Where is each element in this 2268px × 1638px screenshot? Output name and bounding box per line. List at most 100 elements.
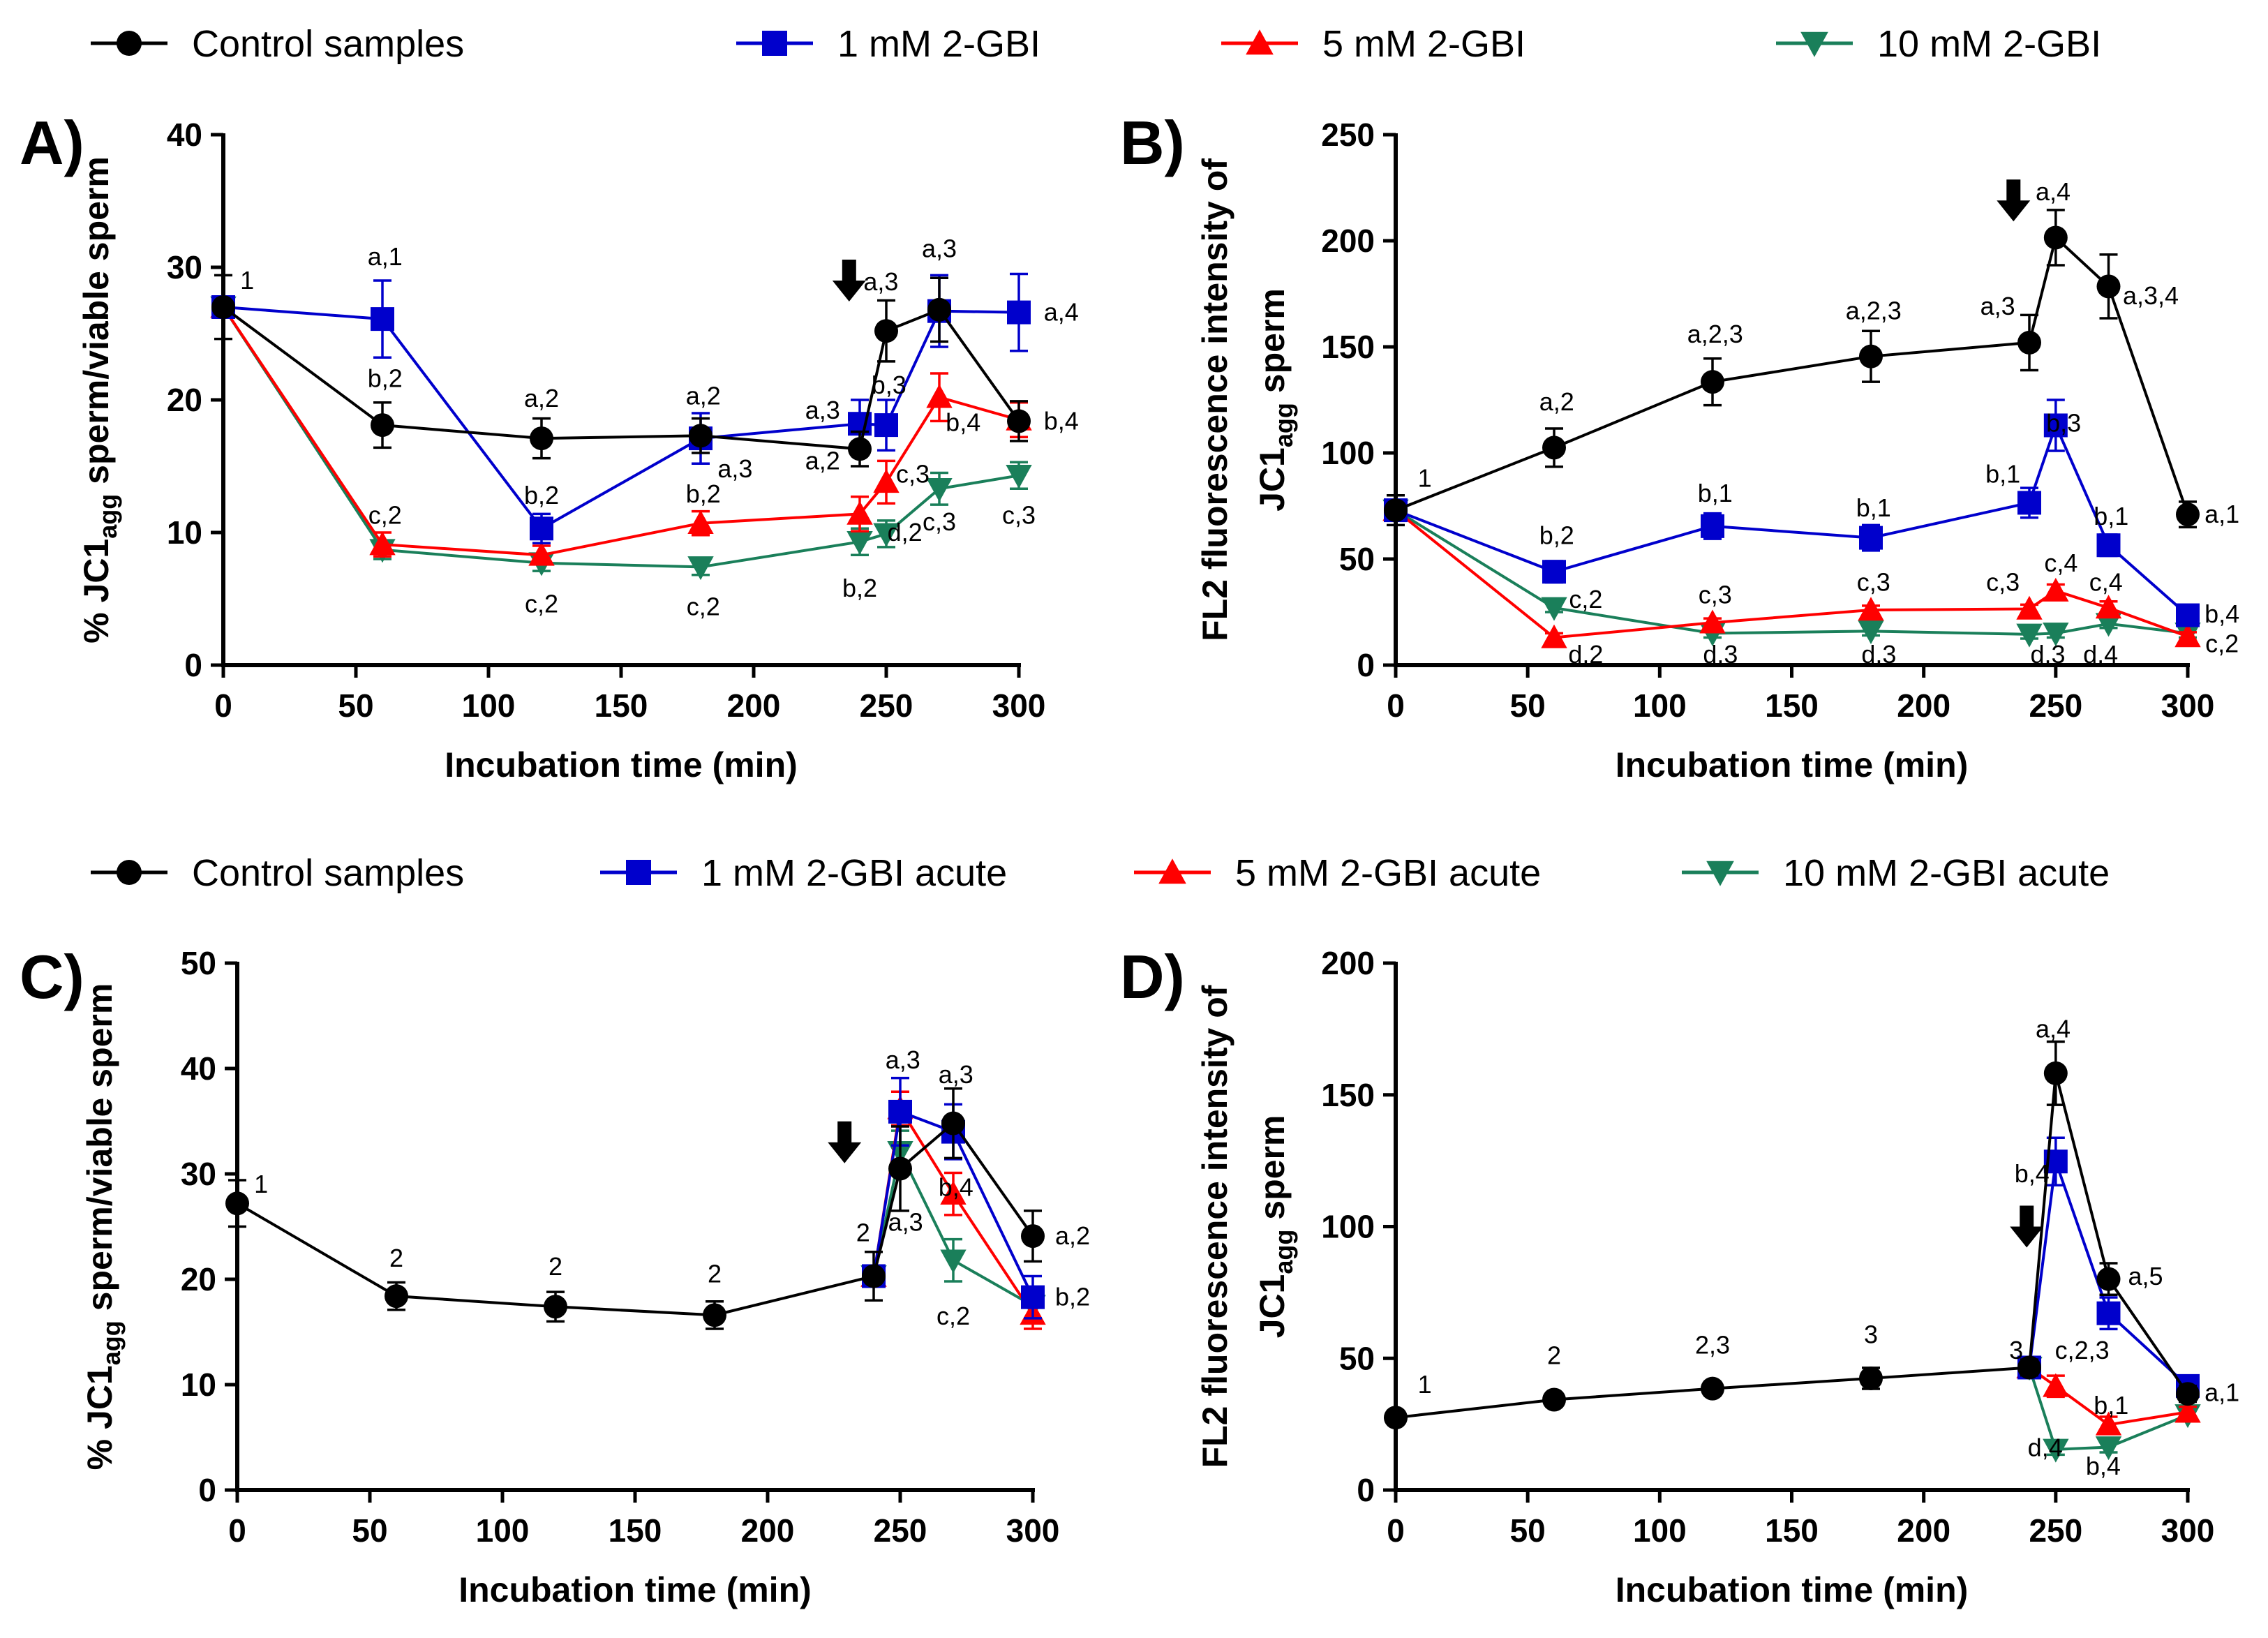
- annotation-label: c,2: [368, 500, 402, 529]
- y-axis-title: % JC1agg sperm/viable sperm: [77, 156, 122, 643]
- data-point-control: [2096, 274, 2121, 299]
- annotation-label: a,3: [939, 1060, 973, 1089]
- x-tick-label: 250: [2029, 1512, 2082, 1549]
- series-line-control: [1395, 1073, 2189, 1420]
- y-tick-label: 0: [1357, 1472, 1375, 1508]
- chart-panel-4: D) 0 50 100 150 200 250 300 0 50 100 150 200 Incubati…: [1120, 942, 2239, 1609]
- annotation-label: c,4: [2089, 567, 2123, 596]
- annotation-label: b,4: [2015, 1159, 2050, 1188]
- annotation-label: a,2: [805, 446, 840, 475]
- annotation-label: b,3: [872, 371, 907, 399]
- series-line-mid: [222, 306, 1020, 557]
- annotation-label: a,1: [368, 242, 403, 271]
- legend-label-high: 10 mM 2-GBI: [1877, 23, 2101, 65]
- data-point-high: [2043, 1438, 2069, 1463]
- annotation-label: c,3: [923, 507, 956, 536]
- y-tick-label: 10: [181, 1367, 216, 1403]
- series-mid: [2016, 1354, 2201, 1436]
- x-axis-title: Incubation time (min): [1616, 745, 1969, 784]
- data-point-control: [2176, 502, 2200, 527]
- x-tick-label: 250: [860, 687, 913, 724]
- x-tick-label: 150: [609, 1512, 662, 1549]
- series-low: [211, 272, 1031, 544]
- x-tick-label: 200: [1897, 1512, 1950, 1549]
- data-point-mid: [2174, 1399, 2201, 1423]
- chart-panel-2: B) 0 50 100 150 200 250 300 0 50 100 150 200 250 Incub…: [1120, 108, 2239, 784]
- y-tick-label: 20: [167, 382, 202, 418]
- data-point-high: [846, 531, 873, 555]
- data-point-control: [888, 1156, 912, 1181]
- x-axis-title: Incubation time (min): [445, 745, 798, 784]
- series-line-high: [1394, 509, 2188, 636]
- y-axis-title: % JC1agg sperm/viable sperm: [80, 983, 126, 1471]
- data-point-control: [927, 297, 951, 322]
- series-line-low: [1395, 421, 2189, 617]
- data-point-control: [1021, 1224, 1045, 1249]
- data-point-mid: [873, 469, 900, 493]
- y-tick-label: 50: [1339, 1340, 1375, 1376]
- series-line-control: [1395, 234, 2189, 515]
- data-point-low: [2043, 413, 2068, 438]
- data-point-mid: [2043, 1373, 2069, 1397]
- annotation-label: c,2: [2205, 630, 2239, 658]
- x-tick-label: 100: [462, 687, 516, 724]
- data-point-control: [2096, 1267, 2121, 1291]
- y-tick-label: 200: [1321, 945, 1375, 981]
- data-point-low: [2176, 603, 2200, 627]
- annotation-label: b,4: [2086, 1452, 2121, 1480]
- data-point-control: [1701, 1376, 1724, 1401]
- y-tick-label: 250: [1321, 117, 1375, 153]
- legend-marker-low: [626, 860, 651, 885]
- y-tick-label: 50: [1339, 541, 1375, 577]
- y-tick-label: 0: [1357, 647, 1375, 683]
- data-point-low: [1021, 1285, 1045, 1309]
- x-tick-label: 0: [1387, 1512, 1405, 1549]
- x-tick-label: 50: [1510, 687, 1546, 724]
- annotation-label: d,4: [2083, 640, 2118, 669]
- data-point-high: [1858, 620, 1884, 645]
- annotation-label: b,1: [1856, 493, 1891, 522]
- annotation-label: c,3: [896, 459, 930, 488]
- y-tick-label: 30: [167, 249, 202, 285]
- annotation-label: 2: [708, 1259, 722, 1288]
- panel-letter: A): [20, 108, 84, 177]
- annotation-label: c,2: [525, 590, 558, 618]
- series-mid: [1382, 497, 2201, 648]
- annotation-label: a,3: [717, 454, 752, 483]
- data-point-mid: [687, 510, 714, 534]
- x-tick-label: 300: [1006, 1512, 1060, 1549]
- annotation-label: b,1: [2094, 502, 2128, 530]
- annotation-label: d,3: [1703, 640, 1738, 669]
- data-point-high: [687, 556, 714, 581]
- data-point-high: [926, 478, 953, 502]
- data-point-low: [530, 516, 553, 541]
- y-tick-label: 150: [1321, 329, 1375, 365]
- y-tick-label: 100: [1321, 1209, 1375, 1245]
- y-axis-title-main: % JC1: [77, 539, 116, 643]
- y-axis-title-sub: agg: [1269, 403, 1298, 447]
- data-point-low: [2096, 1301, 2121, 1325]
- annotation-label: c,4: [2044, 549, 2077, 577]
- data-point-low: [1859, 526, 1883, 550]
- annotation-label: d,3: [1861, 640, 1896, 669]
- data-point-low: [874, 413, 898, 438]
- chart-panel-1: A) 0 50 100 150 200 250 300 0 10 20 30 40 Incubation …: [20, 108, 1079, 784]
- annotation-label: a,3: [922, 234, 957, 262]
- y-axis-title-sub: agg: [1269, 1230, 1298, 1274]
- annotation-label: b,4: [939, 1173, 973, 1202]
- legend-marker-control: [117, 860, 142, 885]
- x-tick-label: 150: [1765, 687, 1819, 724]
- annotation-label: d,2: [1568, 640, 1603, 669]
- annotation-label: b,2: [686, 479, 721, 508]
- y-axis-title-rest: sperm/viable sperm: [80, 983, 119, 1321]
- x-tick-label: 300: [2161, 687, 2215, 724]
- data-point-control: [848, 437, 872, 461]
- y-tick-label: 10: [167, 514, 202, 551]
- annotation-label: d,2: [888, 518, 923, 546]
- data-point-control: [544, 1295, 567, 1319]
- annotation-label: c,3: [1002, 500, 1036, 529]
- annotation-label: 1: [1418, 1370, 1432, 1399]
- annotation-label: c,3: [1857, 567, 1890, 596]
- series-line-high: [872, 1147, 1034, 1307]
- annotation-label: a,4: [1044, 298, 1079, 327]
